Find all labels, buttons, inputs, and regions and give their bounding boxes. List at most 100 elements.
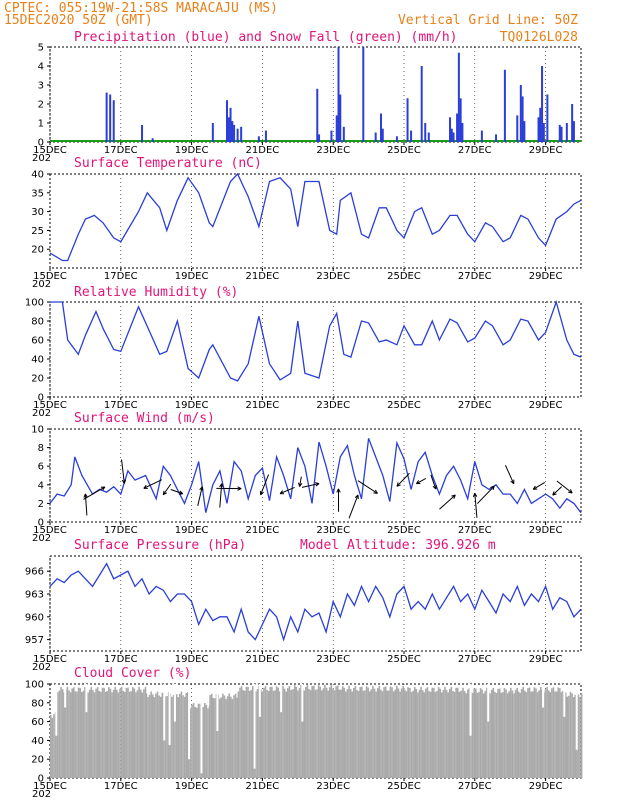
press-ytick-label: 957 — [25, 635, 44, 646]
wind-arrow-head — [510, 479, 515, 485]
rh-ytick-label: 40 — [31, 355, 44, 366]
wind-arrow — [552, 486, 563, 496]
cloud-bar — [481, 689, 483, 778]
pressure-subtitle: Model Altitude: 396.926 m — [300, 538, 496, 553]
cloud-bar — [185, 692, 188, 778]
precip-xtick-label: 29DEC — [529, 145, 563, 156]
cloud-bar — [220, 697, 223, 778]
cloud-bar — [85, 689, 88, 778]
cloud-bar — [95, 688, 97, 778]
cloud-bar — [222, 693, 224, 778]
precip-bar — [231, 121, 234, 142]
rh-xtick-label: 23DEC — [316, 400, 350, 411]
wind-xtick-label: 15DEC — [33, 525, 67, 536]
precip-bar — [264, 130, 267, 142]
cloud-bar — [202, 706, 204, 778]
cloud-bar — [394, 689, 397, 778]
cloud-bar — [544, 689, 547, 778]
cloud-bar — [525, 692, 528, 778]
temp-ytick-label: 25 — [31, 226, 44, 237]
rh-ytick-label: 20 — [31, 374, 44, 385]
cloud-bar — [471, 692, 474, 778]
cloud-bar — [199, 703, 201, 778]
rh-frame — [49, 301, 582, 398]
cloud-bar — [51, 717, 54, 778]
cloud-bar — [203, 703, 206, 778]
precip-bar — [316, 88, 319, 142]
cloud-bar — [205, 704, 208, 778]
wind-arrow-head — [472, 492, 478, 498]
cloud-bar — [367, 687, 369, 778]
cloud-bar — [546, 686, 548, 778]
cloud-bar — [444, 686, 446, 778]
wind-arrow — [260, 474, 270, 496]
cloud-bar — [196, 707, 198, 778]
precip-bar — [362, 47, 365, 142]
cloud-bar — [409, 688, 411, 778]
wind-arrow-head — [162, 490, 168, 496]
cloud-ytick-label: 60 — [31, 717, 44, 728]
rh-ytick-label: 60 — [31, 336, 44, 347]
precip-bar — [560, 126, 563, 142]
wind-arrow — [532, 481, 546, 490]
cloud-bar — [452, 690, 454, 778]
cloud-bar — [535, 688, 537, 778]
cloud-bar — [228, 693, 231, 778]
cloud-bar — [354, 686, 357, 778]
rh-xtick-label: 25DEC — [387, 400, 421, 411]
wind-arrow — [357, 480, 378, 494]
cloud-gap — [487, 684, 490, 722]
cloud-bar — [559, 688, 561, 778]
precip-bar — [503, 69, 506, 142]
press-frame — [49, 555, 582, 652]
cloud-bar — [82, 690, 85, 778]
cloud-bar — [267, 691, 270, 778]
cloud-bar — [336, 685, 339, 778]
cloud-bar — [263, 687, 265, 778]
cloud-bar — [487, 690, 490, 778]
cloud-bar — [179, 693, 181, 778]
cloud-bar — [335, 686, 337, 778]
cloud-bar — [117, 692, 120, 778]
cloud-bar — [413, 686, 416, 778]
cloud-bar — [425, 688, 427, 778]
cloud-bar — [61, 689, 64, 778]
cloud-bar — [76, 691, 78, 778]
cloud-bar — [147, 697, 149, 778]
precip-bar — [539, 107, 542, 142]
precip-bar — [558, 124, 561, 142]
cloud-bar — [300, 684, 302, 778]
cloud-gap — [216, 684, 219, 731]
cloud-ytick-label: 20 — [31, 755, 44, 766]
precip-xtick-label: 15DEC — [33, 145, 67, 156]
cloud-bar — [530, 691, 532, 778]
precip-bar — [330, 130, 333, 142]
cloud-bar — [101, 687, 104, 778]
cloud-bar — [392, 691, 395, 778]
cloud-bar — [560, 692, 563, 778]
precip-bar — [151, 138, 154, 142]
cloud-bar — [189, 708, 192, 778]
cloud-bar — [332, 688, 334, 778]
cloud-bar — [79, 687, 81, 778]
cloud-bar — [448, 688, 451, 778]
cloud-bar — [536, 692, 539, 778]
wind-arrow — [301, 483, 320, 488]
cloud-bar — [426, 687, 429, 778]
cloud-bar — [119, 688, 121, 778]
precip-bar — [495, 134, 498, 142]
cloud-bar — [468, 688, 471, 778]
cloud-bar — [428, 691, 430, 778]
cloud-bar — [442, 689, 445, 778]
cloud-bar — [324, 684, 326, 778]
cloud-bar — [197, 703, 200, 778]
precip-bar — [424, 123, 427, 142]
cloud-bar — [131, 687, 134, 778]
cloud-bar — [242, 690, 244, 778]
cloud-bar — [255, 691, 257, 778]
precip-bar — [452, 132, 455, 142]
wind-xtick-label: 25DEC — [387, 525, 421, 536]
cloud-bar — [58, 690, 61, 778]
cloud-bar — [513, 693, 515, 778]
precip-bar — [109, 94, 112, 142]
